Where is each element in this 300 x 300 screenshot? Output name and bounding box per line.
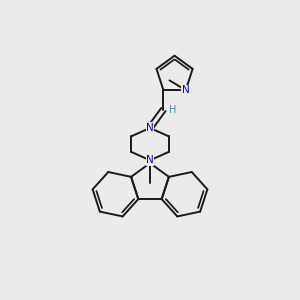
Text: N: N xyxy=(146,123,154,133)
Text: H: H xyxy=(169,105,177,115)
Text: N: N xyxy=(146,155,154,165)
Text: N: N xyxy=(182,85,190,95)
Text: N: N xyxy=(146,123,154,133)
